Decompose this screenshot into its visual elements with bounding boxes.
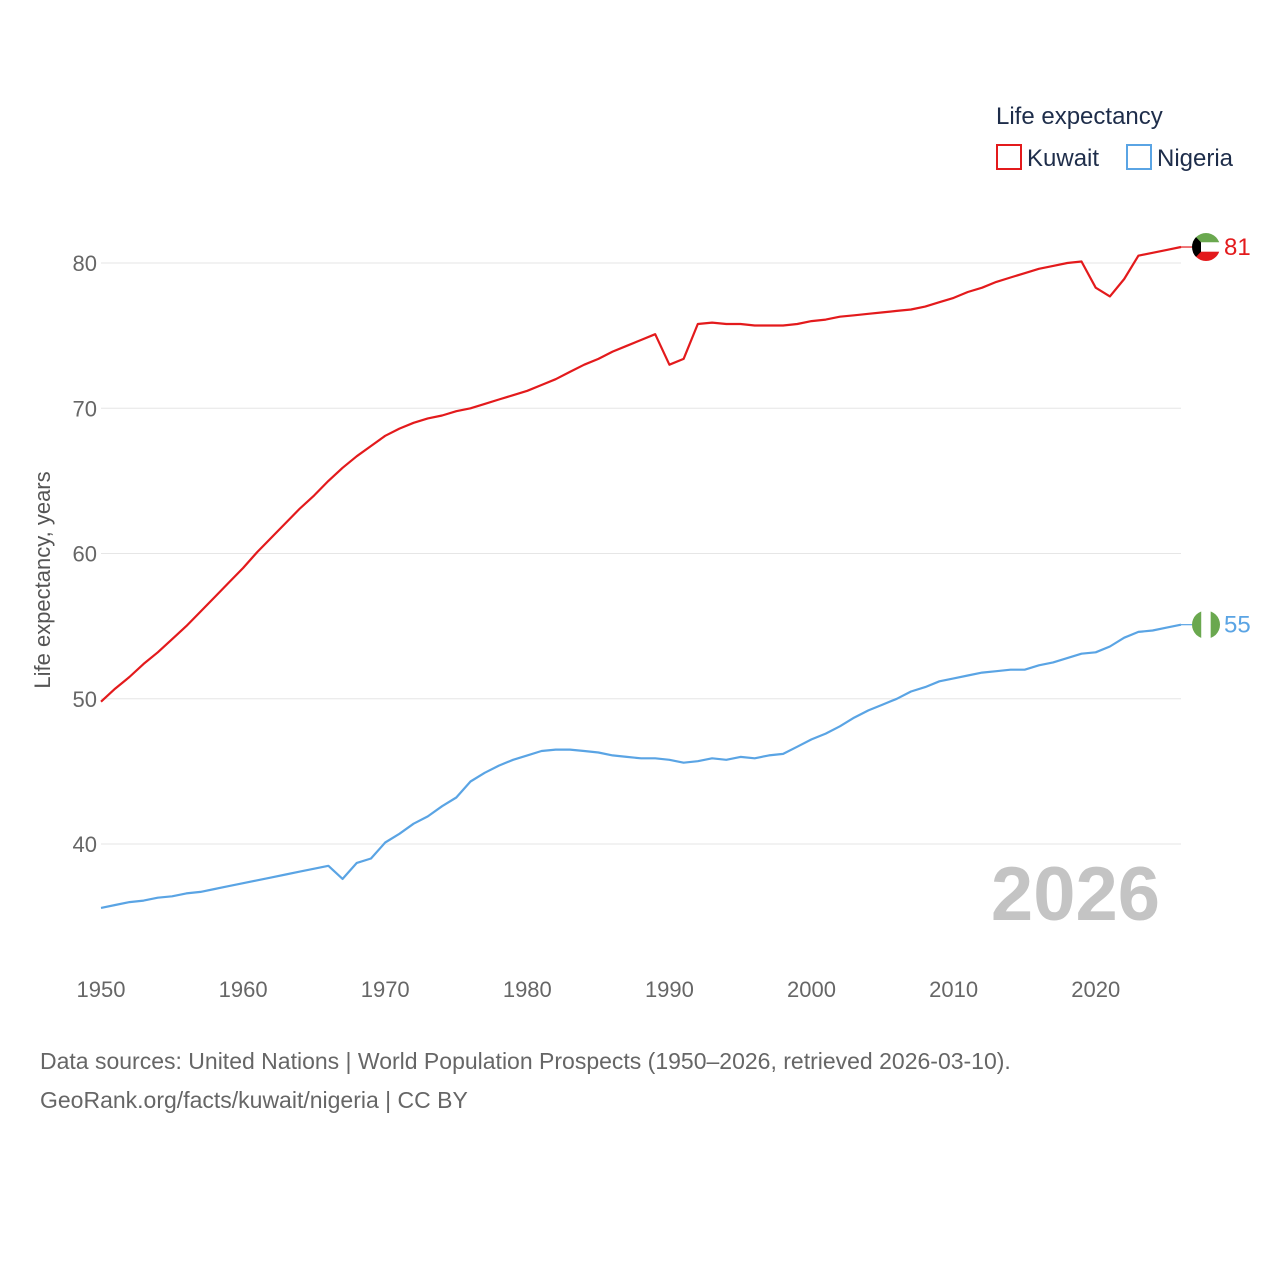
x-tick-label-1950: 1950 xyxy=(77,977,126,1002)
source-line-2: GeoRank.org/facts/kuwait/nigeria | CC BY xyxy=(40,1087,468,1113)
x-tick-label-1970: 1970 xyxy=(361,977,410,1002)
data-source-note: Data sources: United Nations | World Pop… xyxy=(40,1042,1011,1120)
series-lines xyxy=(100,245,1182,909)
legend-label-nigeria: Nigeria xyxy=(1157,145,1234,172)
legend-title: Life expectancy xyxy=(996,103,1163,130)
flag-icon-nigeria xyxy=(1192,610,1220,639)
y-tick-label-50: 50 xyxy=(73,687,97,712)
source-line-1: Data sources: United Nations | World Pop… xyxy=(40,1048,1011,1074)
y-tick-label-60: 60 xyxy=(73,542,97,567)
legend: Life expectancy Kuwait Nigeria xyxy=(996,103,1234,172)
flag-icon-kuwait xyxy=(1192,233,1220,262)
x-tick-label-2000: 2000 xyxy=(787,977,836,1002)
x-axis-ticks: 1950 1960 1970 1980 1990 2000 2010 2020 xyxy=(77,977,1121,1002)
y-tick-label-80: 80 xyxy=(73,251,97,276)
life-expectancy-chart: 40 50 60 70 80 1950 1960 1970 1980 1990 2000 2010 2… xyxy=(30,103,1251,1002)
end-value-label-nigeria: 55 xyxy=(1224,612,1251,639)
series-end-markers: 81 55 xyxy=(1181,233,1251,639)
x-tick-label-2020: 2020 xyxy=(1071,977,1120,1002)
legend-swatch-nigeria xyxy=(1126,144,1152,170)
x-tick-label-1960: 1960 xyxy=(219,977,268,1002)
legend-swatch-kuwait xyxy=(996,144,1022,170)
year-label: 2026 xyxy=(991,852,1160,937)
grid-lines xyxy=(101,262,1181,845)
legend-item-kuwait[interactable]: Kuwait xyxy=(996,144,1099,172)
end-value-label-kuwait: 81 xyxy=(1224,234,1251,261)
y-tick-label-40: 40 xyxy=(73,832,97,857)
series-line-kuwait xyxy=(100,245,1182,703)
y-tick-label-70: 70 xyxy=(73,396,97,421)
x-tick-label-1990: 1990 xyxy=(645,977,694,1002)
legend-item-nigeria[interactable]: Nigeria xyxy=(1126,144,1234,172)
x-tick-label-1980: 1980 xyxy=(503,977,552,1002)
series-line-nigeria xyxy=(100,623,1182,909)
legend-label-kuwait: Kuwait xyxy=(1027,145,1099,172)
y-axis-ticks: 40 50 60 70 80 xyxy=(73,251,97,857)
y-axis-label: Life expectancy, years xyxy=(30,471,55,688)
x-tick-label-2010: 2010 xyxy=(929,977,978,1002)
